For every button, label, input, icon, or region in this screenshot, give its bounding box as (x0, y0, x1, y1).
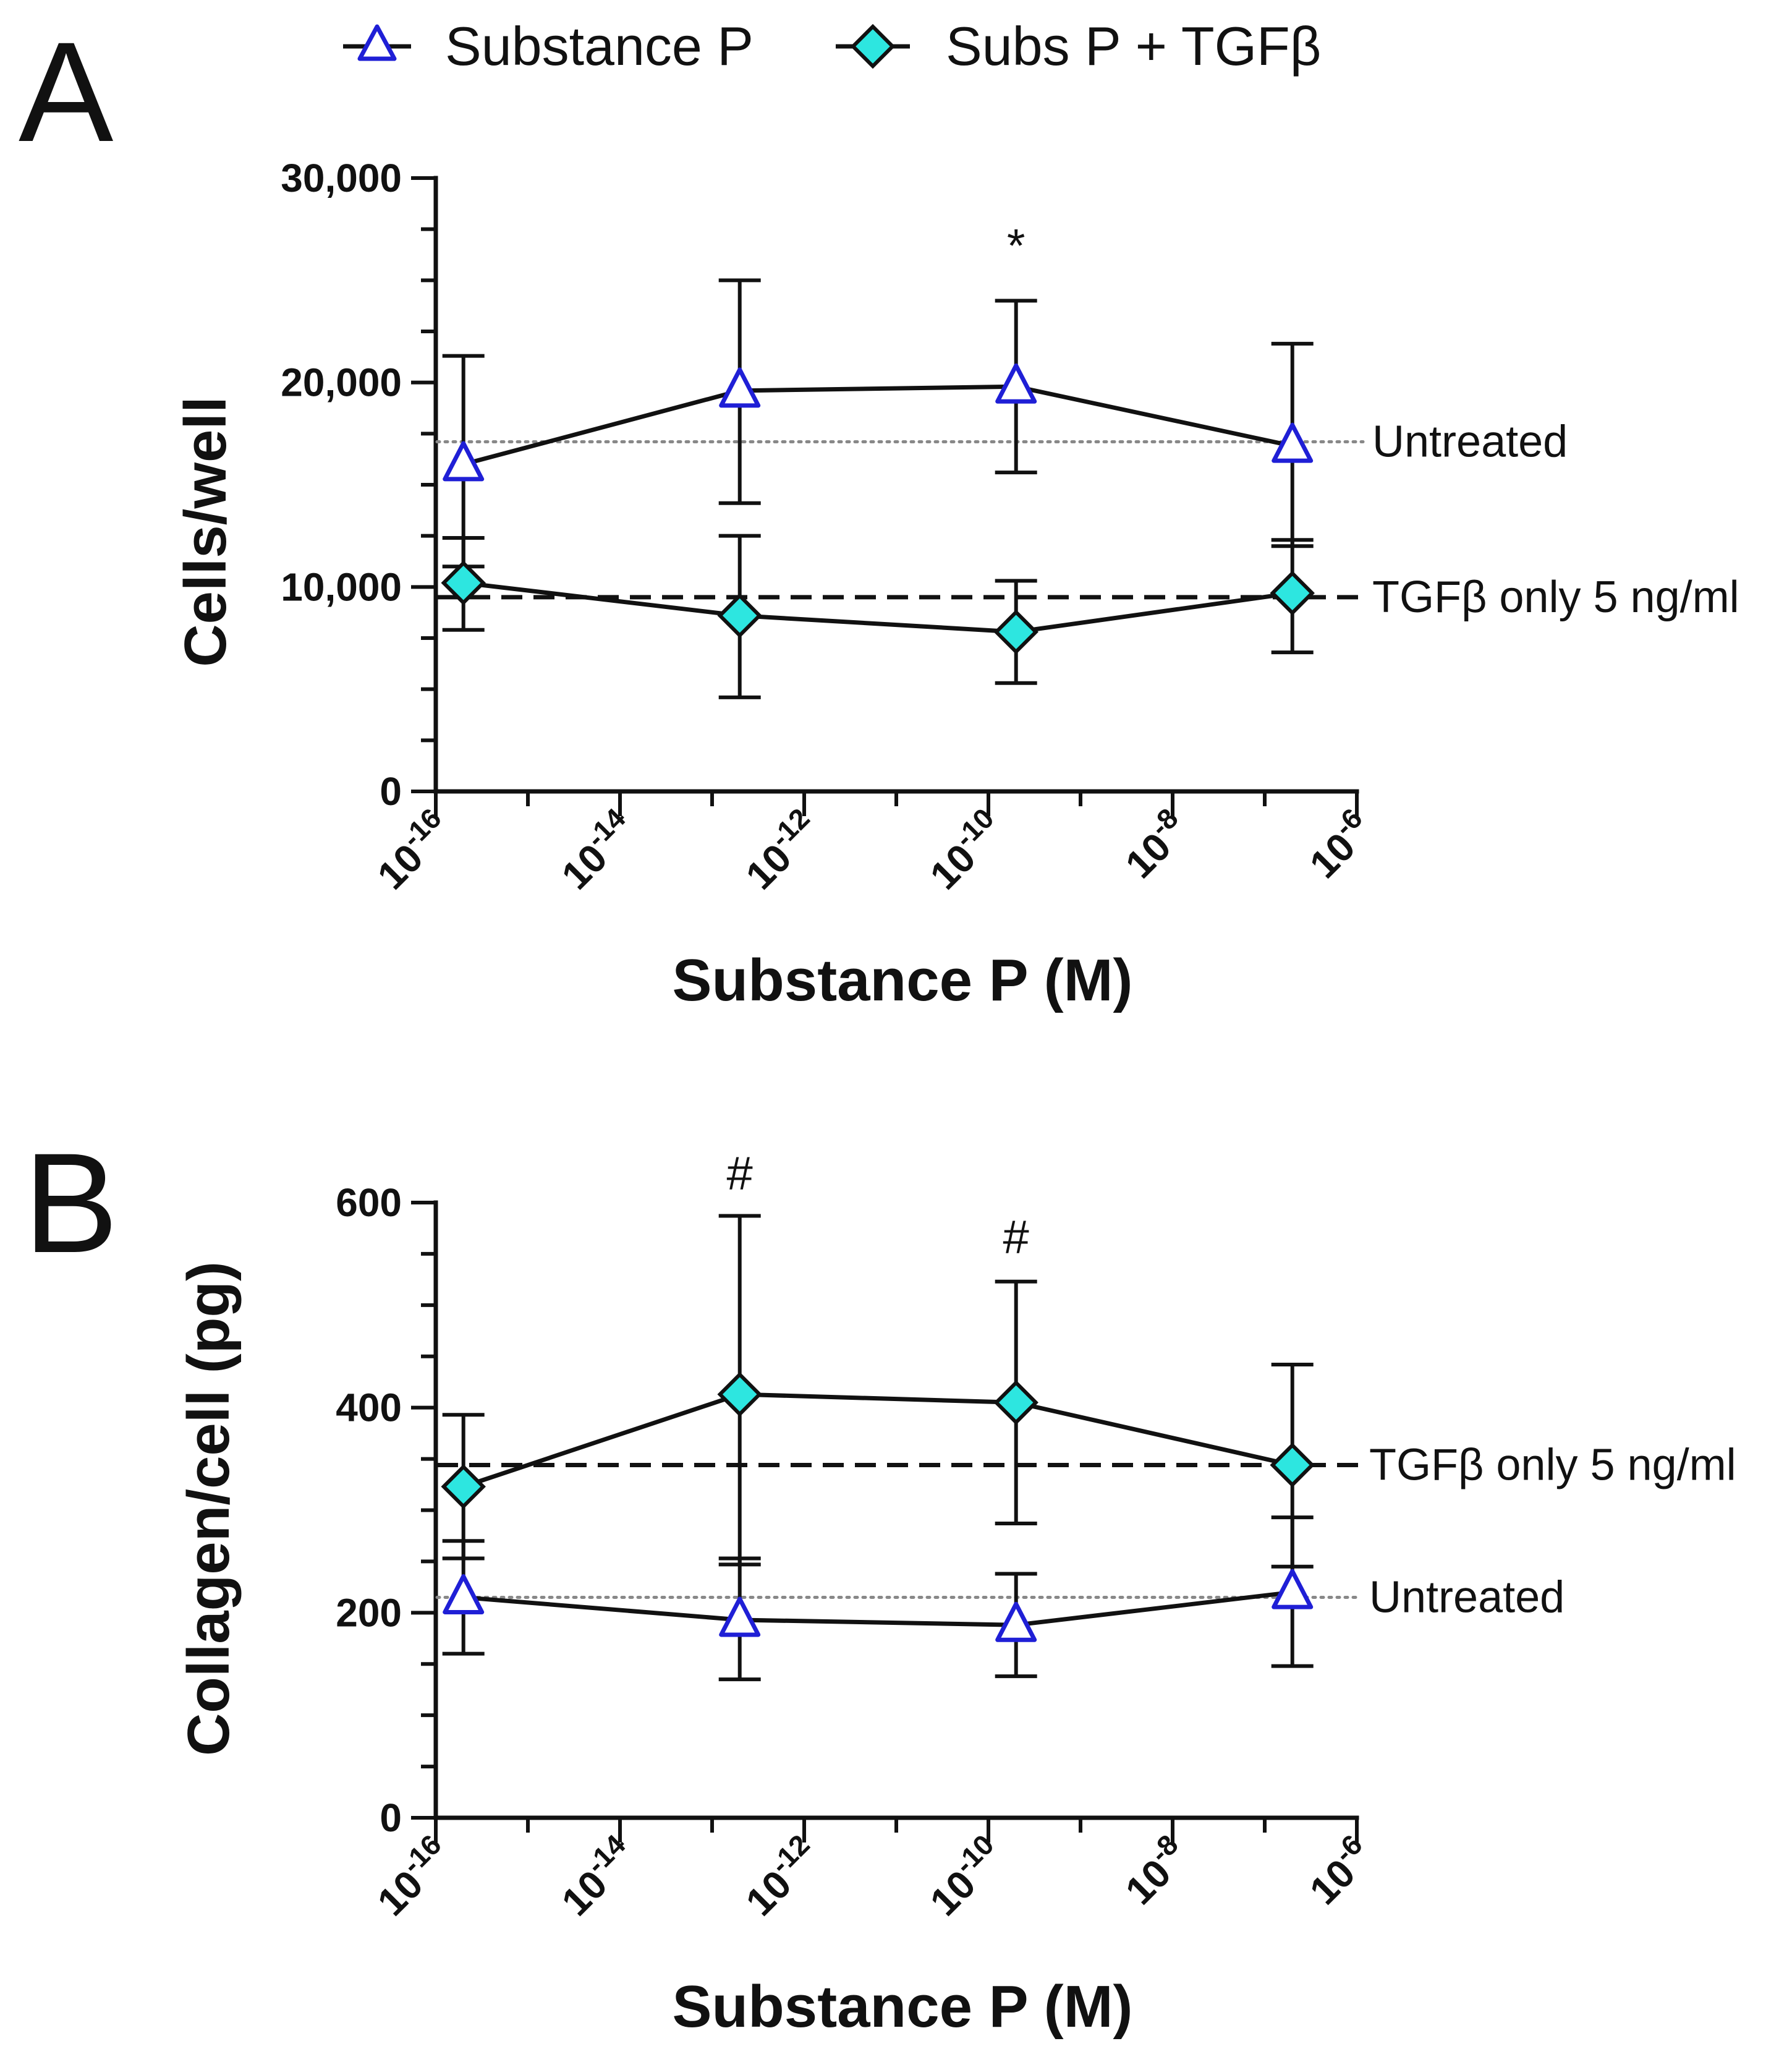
x-tick-label: 10-10 (917, 802, 1013, 898)
untreated-reference-label: Untreated (1372, 417, 1568, 467)
axes-b: 0 200 400 600 10-16 10-14 10-12 10-10 10-8 10-6 (336, 1180, 1382, 1925)
x-axis-title-a: Substance P (M) (672, 947, 1132, 1013)
data-point-triangle (1272, 1569, 1314, 1609)
panel-a: A Cells/well Substance P (M) 0 10,000 20,0… (19, 12, 1739, 1013)
x-tick-label: 10-8 (1113, 1828, 1197, 1913)
y-tick-label: 600 (336, 1180, 402, 1225)
x-tick-label: 10-6 (1297, 802, 1382, 887)
x-tick-label: 10-14 (549, 1828, 645, 1925)
y-axis-title-b: Collagen/cell (pg) (176, 1261, 242, 1756)
data-point-triangle (995, 1601, 1037, 1642)
data-point-triangle (719, 367, 761, 408)
y-tick-label: 10,000 (281, 564, 402, 609)
legend-label-substance-p: Substance P (445, 15, 754, 77)
axes-a: 0 10,000 20,000 30,000 10-16 10-14 10-12 10-10 1… (281, 156, 1382, 898)
triangle-icon (357, 24, 397, 61)
y-axis-title-a: Cells/well (172, 396, 239, 667)
series-line (463, 1590, 1293, 1627)
data-point-triangle (443, 441, 485, 482)
data-point-diamond (717, 1371, 762, 1417)
series-line (463, 581, 1293, 634)
data-point-diamond (1270, 571, 1315, 616)
data-point-diamond (993, 609, 1038, 655)
y-axis-a: Cells/well (172, 396, 239, 667)
series-line (462, 1392, 1293, 1489)
x-tick-label: 10-8 (1113, 802, 1197, 887)
y-tick-label: 200 (336, 1590, 402, 1635)
significance-marker: # (1003, 1211, 1029, 1263)
y-tick-label: 400 (336, 1386, 402, 1430)
data-point-triangle (443, 1574, 485, 1614)
data-point-diamond (993, 1380, 1038, 1425)
legend-item-subs-p-tgfb: Subs P + TGFβ (836, 15, 1321, 77)
legend-item-substance-p: Substance P (343, 15, 754, 77)
y-tick-label: 30,000 (281, 156, 402, 200)
tgfb-reference-label: TGFβ only 5 ng/ml (1369, 1441, 1736, 1490)
data-point-diamond (1270, 1442, 1315, 1488)
data-point-diamond (441, 1464, 486, 1509)
data-point-triangle (719, 1596, 761, 1637)
x-tick-label: 10-16 (365, 802, 461, 898)
tgfb-reference-label: TGFβ only 5 ng/ml (1372, 573, 1739, 622)
data-point-diamond (717, 593, 762, 638)
series-subs-p-tgfb-a (441, 534, 1315, 699)
x-tick-label: 10-14 (549, 802, 645, 898)
panel-letter-a: A (19, 12, 113, 171)
untreated-reference-label: Untreated (1369, 1572, 1565, 1622)
x-tick-label: 10-10 (917, 1828, 1013, 1924)
series-subs-p-tgfb-b (441, 1214, 1315, 1569)
x-tick-label: 10-6 (1297, 1828, 1382, 1913)
x-tick-label: 10-16 (365, 1828, 461, 1924)
y-tick-label: 20,000 (281, 360, 402, 405)
significance-marker: # (727, 1148, 753, 1200)
legend: Substance P Subs P + TGFβ (343, 15, 1321, 77)
reference-lines-b: TGFβ only 5 ng/ml Untreated (435, 1441, 1736, 1622)
data-point-triangle (995, 363, 1037, 404)
x-tick-label: 10-12 (733, 802, 829, 898)
x-tick-label: 10-12 (733, 1828, 829, 1924)
data-point-triangle (1272, 422, 1314, 463)
series-line (462, 384, 1293, 467)
y-tick-label: 0 (380, 769, 402, 814)
diamond-icon (850, 23, 896, 69)
panel-b: B Collagen/cell (pg) Substance P (M) 0 20… (23, 1123, 1736, 2040)
legend-label-subs-p-tgfb: Subs P + TGFβ (946, 15, 1321, 77)
significance-marker: * (1007, 220, 1026, 273)
series-substance-p-a (442, 278, 1314, 569)
reference-lines-a: Untreated TGFβ only 5 ng/ml (435, 417, 1739, 622)
data-point-diamond (441, 560, 486, 605)
x-axis-title-b: Substance P (M) (672, 1974, 1132, 2040)
panel-letter-b: B (23, 1123, 118, 1282)
y-tick-label: 0 (380, 1796, 402, 1840)
